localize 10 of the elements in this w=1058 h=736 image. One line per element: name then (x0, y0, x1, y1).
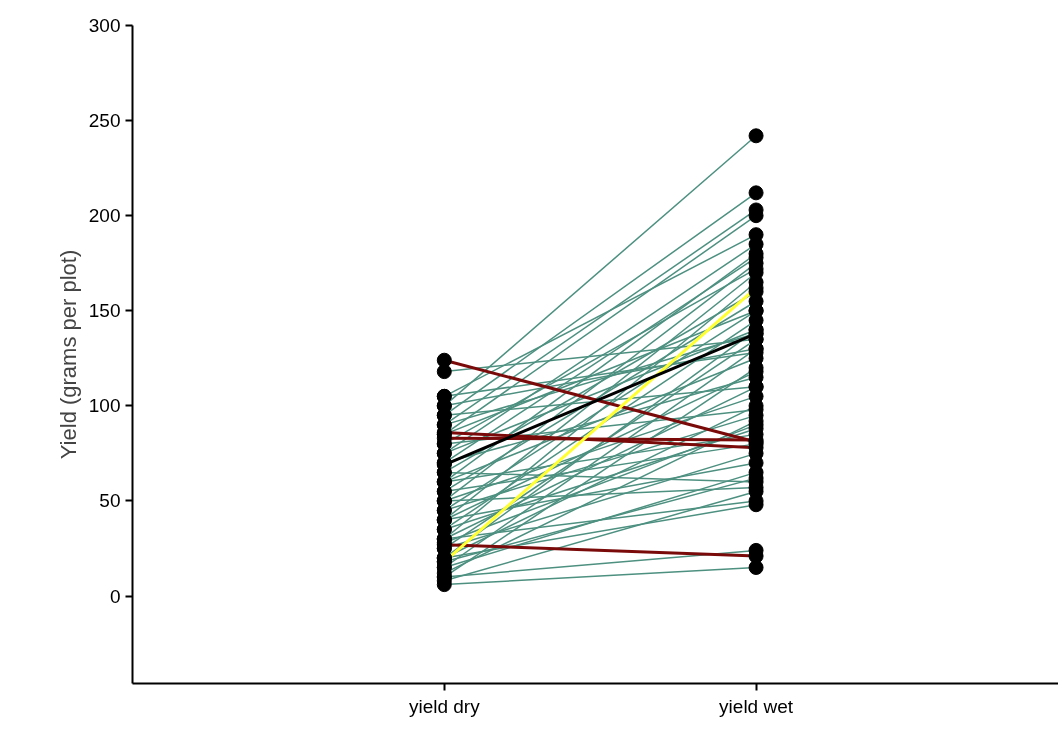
y-tick-label: 150 (88, 300, 121, 322)
x-tick-label: yield dry (408, 695, 481, 717)
y-tick-label: 50 (99, 490, 121, 512)
y-tick-label: 0 (109, 585, 121, 607)
x-tick-label: yield wet (719, 695, 794, 717)
y-tick-label: 300 (88, 15, 121, 36)
y-tick-label: 200 (88, 205, 121, 227)
y-tick-label: 100 (88, 395, 121, 417)
y-axis-title: Yield (grams per plot) (55, 249, 81, 460)
y-tick-label: 250 (88, 110, 121, 132)
